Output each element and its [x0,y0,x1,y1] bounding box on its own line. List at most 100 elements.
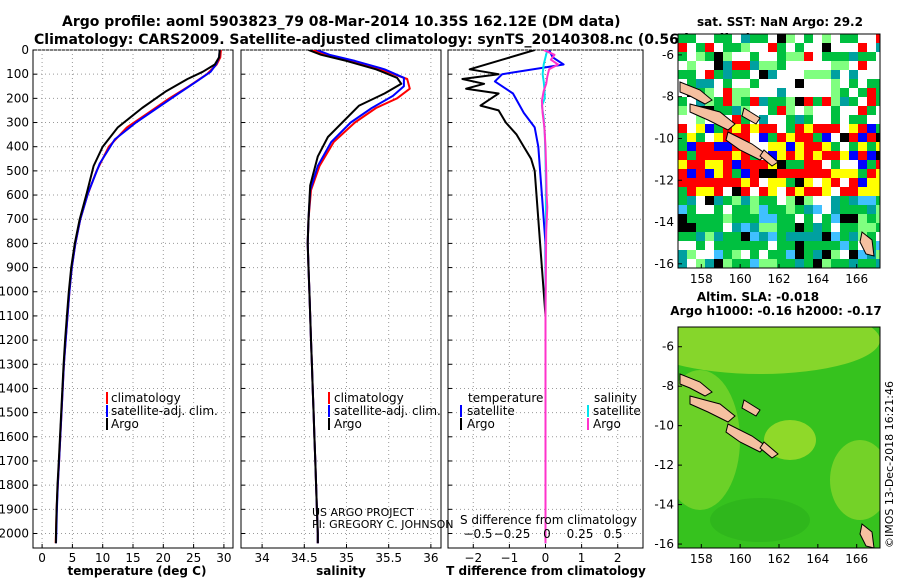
sst-cell [696,250,705,259]
sst-cell [867,115,876,124]
sst-cell [822,142,831,151]
map-lon-label: 160 [729,552,752,566]
sst-cell [777,79,786,88]
sst-cell [840,160,849,169]
sst-cell [768,43,777,52]
sst-cell [741,259,750,268]
difference-legend-temperature: temperature satellite Argo [460,391,543,431]
sst-cell [822,214,831,223]
sst-cell [786,250,795,259]
sst-cell [867,223,876,232]
sst-cell [876,52,880,61]
sst-cell [813,115,822,124]
diff-legend-swatch-t-argo [460,418,462,430]
sst-cell [768,133,777,142]
sst-cell [678,133,687,142]
sst-cell [723,196,732,205]
sst-cell [876,97,880,106]
sst-cell [813,223,822,232]
sst-cell [687,142,696,151]
sst-cell [687,61,696,70]
sst-cell [804,205,813,214]
s-tick-label: 0.25 [567,527,594,541]
sst-cell [849,142,858,151]
s-tick-label: −0.25 [494,527,531,541]
sst-cell [768,151,777,160]
sst-cell [759,106,768,115]
sst-cell [831,223,840,232]
sst-cell [786,88,795,97]
sst-cell [804,223,813,232]
sst-cell [741,223,750,232]
sst-cell [759,169,768,178]
sst-cell [741,88,750,97]
sst-cell [795,241,804,250]
sst-cell [759,70,768,79]
sst-cell [696,232,705,241]
sst-cell [867,169,876,178]
sst-cell [732,52,741,61]
sst-cell [786,142,795,151]
sst-cell [804,241,813,250]
sst-cell [822,178,831,187]
sst-cell [831,187,840,196]
sst-cell [687,97,696,106]
depth-tick-label: 1400 [0,381,29,395]
sst-cell [750,178,759,187]
sst-cell [876,106,880,115]
salinity-legend-swatch-climatology [328,392,330,404]
sst-cell [759,43,768,52]
sst-cell [795,115,804,124]
sst-cell [822,70,831,79]
sst-cell [840,97,849,106]
sst-cell [768,115,777,124]
sst-cell [867,142,876,151]
sst-cell [678,169,687,178]
sst-cell [759,232,768,241]
sst-cell [804,187,813,196]
depth-tick-label: 400 [6,140,29,154]
sst-cell [840,169,849,178]
sst-cell [705,169,714,178]
sst-cell [714,97,723,106]
sst-cell [678,151,687,160]
sst-cell [678,196,687,205]
sst-cell [768,124,777,133]
sst-cell [678,124,687,133]
sst-cell [876,142,880,151]
sst-cell [759,34,768,43]
sst-cell [777,223,786,232]
sst-cell [840,196,849,205]
sst-cell [678,223,687,232]
sst-cell [705,241,714,250]
sst-cell [795,79,804,88]
sst-cell [678,160,687,169]
sst-cell [804,142,813,151]
sst-cell [696,52,705,61]
sst-cell [696,196,705,205]
sst-cell [831,133,840,142]
diff-legend-swatch-s-satellite [587,405,589,417]
sst-cell [822,232,831,241]
sst-cell [795,142,804,151]
sst-cell [759,241,768,250]
sst-cell [813,97,822,106]
sst-cell [696,61,705,70]
legend-label-climatology: climatology [111,391,181,405]
sst-cell [741,61,750,70]
sst-cell [723,232,732,241]
sst-cell [849,151,858,160]
sst-cell [840,205,849,214]
sst-cell [858,79,867,88]
sst-cell [714,43,723,52]
sst-cell [786,196,795,205]
sst-cell [714,232,723,241]
sst-cell [840,61,849,70]
salinity-legend-swatch-satellite-adj [328,405,330,417]
sst-cell [813,88,822,97]
sst-cell [777,241,786,250]
sst-cell [759,133,768,142]
sst-cell [804,97,813,106]
sst-cell [777,115,786,124]
